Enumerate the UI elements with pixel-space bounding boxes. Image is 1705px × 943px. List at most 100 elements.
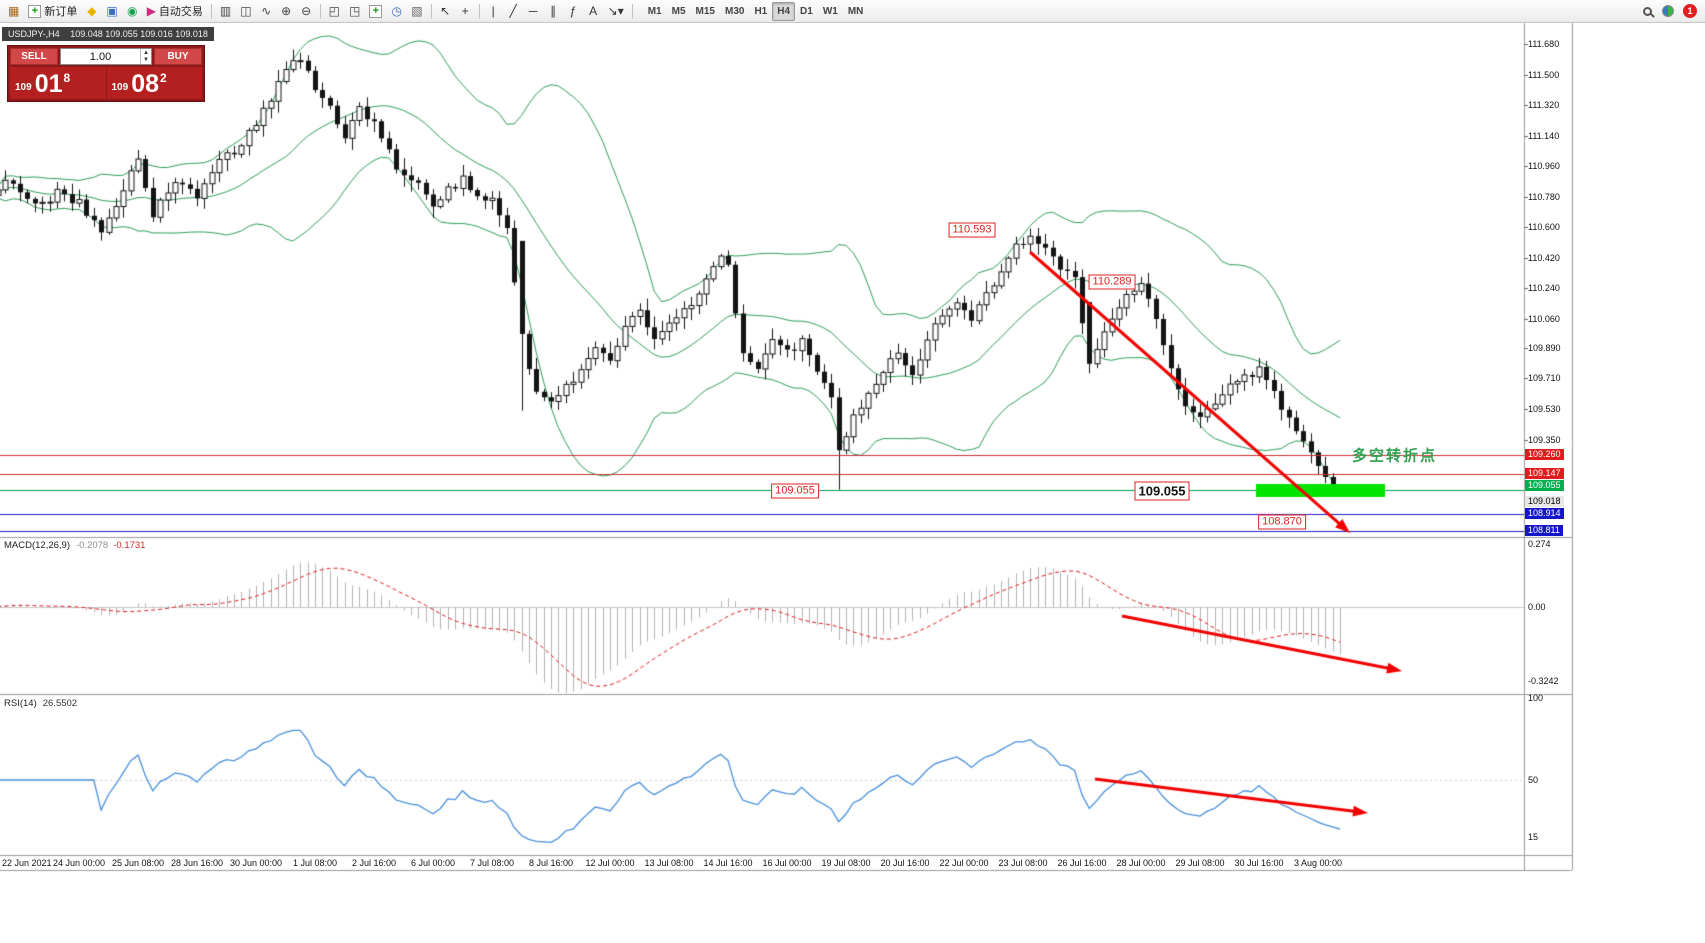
autotrading-button[interactable]: ▶ 自动交易 (143, 2, 207, 21)
volume-stepper[interactable]: 1.00 ▲ ▼ (60, 48, 152, 65)
macd-indicator-label: MACD(12,26,9) -0.2078 -0.1731 (4, 540, 145, 551)
autotrading-icon: ▶ (146, 4, 156, 18)
buy-button[interactable]: BUY (154, 48, 202, 65)
sell-button[interactable]: SELL (10, 48, 58, 65)
timeframe-h4-button[interactable]: H4 (772, 1, 796, 21)
timeframe-w1-button[interactable]: W1 (818, 2, 843, 21)
channel-icon: ∥ (550, 4, 557, 18)
timeframe-m5-button[interactable]: M5 (667, 2, 691, 21)
crosshair-button[interactable]: + (456, 2, 475, 21)
tile-windows-button[interactable]: ◰ (325, 2, 344, 21)
templates-icon: ▧ (411, 4, 423, 18)
macd-name: MACD(12,26,9) (4, 540, 70, 551)
channel-button[interactable]: ∥ (544, 2, 563, 21)
search-icon (1643, 6, 1652, 16)
mql5-community-icon: ◉ (126, 4, 138, 18)
new-chart-icon: ▦ (8, 4, 20, 18)
fibonacci-button[interactable]: ƒ (564, 2, 583, 21)
volume-decrease-button[interactable]: ▼ (143, 56, 149, 63)
symbol-info-strip: USDJPY-,H4 109.048 109.055 109.016 109.0… (2, 27, 214, 41)
line-chart-icon: ∿ (261, 4, 272, 18)
indicators-button[interactable]: + (365, 2, 386, 21)
periods-button[interactable]: ◷ (387, 2, 406, 21)
rsi-value: 26.5502 (42, 698, 78, 709)
vertical-line-icon: | (491, 4, 495, 18)
market-watch-icon: ▣ (106, 4, 118, 18)
toolbar-separator (319, 3, 321, 19)
bar-chart-icon: ▥ (219, 4, 232, 18)
indicators-icon: + (369, 4, 383, 18)
zoom-in-icon: ⊕ (281, 4, 292, 18)
templates-button[interactable]: ▧ (407, 2, 426, 21)
timeframe-m30-button[interactable]: M30 (720, 2, 749, 21)
new-chart-button[interactable]: ▦ (4, 2, 23, 21)
crosshair-icon: + (461, 4, 469, 18)
timeframe-m15-button[interactable]: M15 (691, 2, 720, 21)
zoom-in-button[interactable]: ⊕ (277, 2, 296, 21)
autotrading-button-label: 自动交易 (158, 6, 203, 18)
arrow-objects-button[interactable]: ↘▾ (604, 2, 628, 21)
price-scale[interactable] (1524, 23, 1572, 855)
connection-status-icon (1662, 5, 1674, 17)
line-chart-button[interactable]: ∿ (257, 2, 276, 21)
timeframe-h1-button[interactable]: H1 (749, 2, 772, 21)
toolbar: ▦ + 新订单 ◆ ▣ ◉ ▶ 自动交易 ▥ ◫ ∿ ⊕ ⊖ ◰ ◳ + ◷ ▧ ↖ + | ╱ ─ ∥ ƒ A ↘▾ M1 M5 M15… (0, 0, 1705, 23)
macd-signal-value: -0.1731 (113, 540, 146, 551)
zoom-out-button[interactable]: ⊖ (297, 2, 316, 21)
candlestick-chart-icon: ◫ (240, 4, 252, 18)
fibonacci-icon: ƒ (569, 4, 577, 18)
sell-price-sup: 8 (63, 71, 71, 85)
timeframe-mn-button[interactable]: MN (843, 2, 869, 21)
buy-price-sup: 2 (160, 71, 167, 85)
time-scale[interactable] (0, 855, 1524, 871)
connection-status-icon (1658, 2, 1678, 21)
sell-price-display[interactable]: 109 01 8 (10, 67, 106, 99)
new-order-icon: + (28, 4, 42, 18)
metaeditor-icon: ◆ (87, 4, 97, 18)
cascade-windows-icon: ◳ (348, 4, 361, 18)
buy-price-prefix: 109 (111, 82, 129, 93)
zoom-out-icon: ⊖ (301, 4, 312, 18)
bar-chart-button[interactable]: ▥ (216, 2, 235, 21)
horizontal-line-icon: ─ (528, 4, 538, 18)
timeframe-m1-button[interactable]: M1 (643, 2, 667, 21)
timeframe-group: M1 M5 M15 M30 H1 H4 D1 W1 MN (643, 1, 869, 21)
symbol-name: USDJPY-,H4 (8, 29, 60, 39)
text-button[interactable]: A (584, 2, 603, 21)
search-button[interactable] (1638, 2, 1657, 21)
volume-value[interactable]: 1.00 (89, 50, 112, 63)
new-order-button-label: 新订单 (44, 6, 78, 18)
horizontal-line-button[interactable]: ─ (524, 2, 543, 21)
new-order-button[interactable]: + 新订单 (24, 2, 81, 21)
rsi-name: RSI(14) (4, 698, 37, 709)
buy-price-display[interactable]: 109 08 2 (106, 67, 202, 99)
trendline-button[interactable]: ╱ (504, 2, 523, 21)
cascade-windows-button[interactable]: ◳ (345, 2, 364, 21)
toolbar-separator (478, 3, 480, 19)
metaeditor-button[interactable]: ◆ (82, 2, 101, 21)
cursor-icon: ↖ (440, 4, 451, 18)
periods-icon: ◷ (391, 4, 403, 18)
cursor-button[interactable]: ↖ (436, 2, 455, 21)
toolbar-separator (210, 3, 212, 19)
timeframe-d1-button[interactable]: D1 (795, 2, 818, 21)
tile-windows-icon: ◰ (328, 4, 340, 18)
notification-badge: 1 (1683, 4, 1697, 18)
rsi-indicator-label: RSI(14) 26.5502 (4, 698, 77, 709)
market-watch-button[interactable]: ▣ (102, 2, 121, 21)
sell-price-prefix: 109 (15, 82, 32, 93)
toolbar-separator (430, 3, 432, 19)
vertical-line-button[interactable]: | (484, 2, 503, 21)
candlestick-chart-button[interactable]: ◫ (236, 2, 255, 21)
one-click-trading-panel: SELL 1.00 ▲ ▼ BUY 109 01 8 109 08 2 (7, 45, 205, 102)
sell-price-big: 01 (34, 70, 63, 98)
buy-price-big: 08 (131, 70, 159, 98)
trendline-icon: ╱ (509, 4, 517, 18)
notification-badge[interactable]: 1 (1679, 2, 1701, 21)
arrow-objects-icon: ↘▾ (607, 4, 624, 18)
macd-main-value: -0.2078 (76, 540, 109, 551)
symbol-ohlc-values: 109.048 109.055 109.016 109.018 (70, 29, 208, 39)
volume-increase-button[interactable]: ▲ (143, 49, 149, 56)
mql5-community-button[interactable]: ◉ (123, 2, 142, 21)
